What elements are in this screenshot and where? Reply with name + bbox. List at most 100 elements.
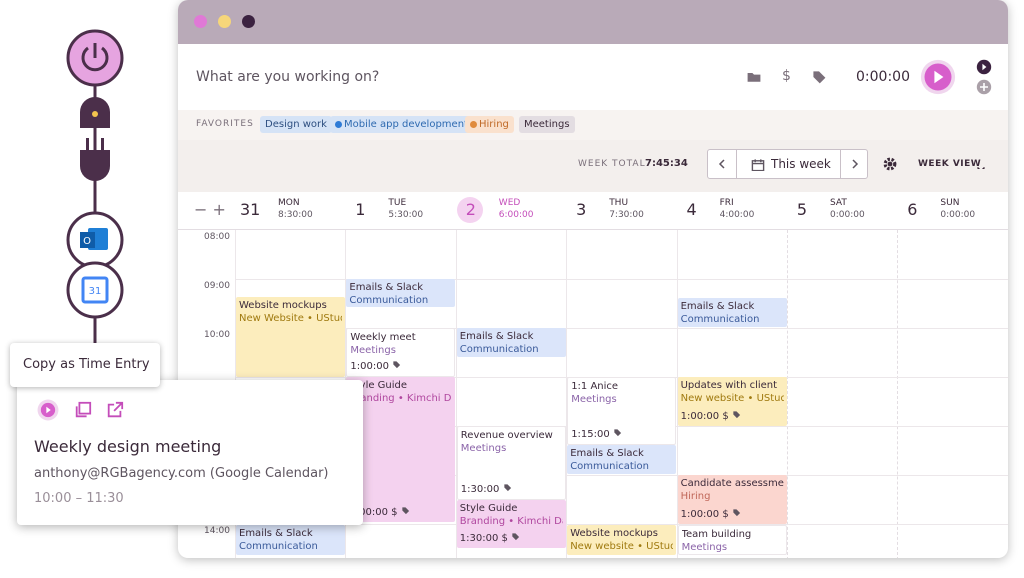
week-nav: This week: [707, 149, 868, 179]
zoom-controls[interactable]: − +: [194, 200, 226, 219]
event-title: Emails & Slack: [239, 528, 313, 539]
event[interactable]: Team building Meetings: [677, 525, 787, 555]
event[interactable]: Style Guide Branding • Kimchi Days 1:00:00…: [346, 377, 456, 522]
day-name: FRI: [719, 198, 734, 208]
day-total: 7:30:00: [609, 210, 644, 220]
tag-icon: [393, 361, 401, 369]
event-duration: 1:30:00: [461, 483, 512, 496]
tag-icon: [512, 533, 520, 541]
event-project: Communication: [239, 541, 318, 552]
grid-row-line: [235, 328, 1008, 329]
event[interactable]: Candidate assessment Hiring 1:00:00 $: [677, 475, 787, 524]
open-external[interactable]: [106, 401, 124, 419]
event-title: Style Guide: [349, 380, 408, 391]
event-project: Communication: [680, 314, 760, 325]
day-number: 6: [907, 200, 918, 219]
tag-icon: [402, 507, 409, 515]
day-name: THU: [609, 198, 629, 208]
start-button[interactable]: [920, 59, 956, 95]
event-title: Emails & Slack: [570, 448, 644, 459]
chip-label: Design work: [265, 119, 327, 130]
tooltip-text: Copy as Time Entry: [23, 357, 150, 372]
tag-icon[interactable]: [811, 69, 827, 85]
event[interactable]: Style Guide Branding • Kimchi Days 1:30:00…: [456, 500, 566, 548]
favorite-chip[interactable]: Meetings: [519, 116, 575, 133]
tag-icon: [614, 429, 622, 437]
event[interactable]: Emails & Slack Communication: [456, 328, 566, 357]
duplicate[interactable]: [74, 401, 92, 419]
timer: 0:00:00: [856, 69, 910, 85]
event-title: Emails & Slack: [459, 331, 534, 342]
hour-label: 10:00: [204, 330, 230, 340]
billable: $: [719, 411, 729, 422]
event-project: New website • UStudio: [570, 541, 673, 552]
day-number: 2: [465, 200, 476, 219]
tag-icon: [733, 509, 740, 517]
event[interactable]: 1:1 Anice Meetings 1:15:00: [567, 377, 677, 445]
settings[interactable]: [882, 156, 898, 172]
integrations-graphic: O 31: [66, 29, 124, 360]
event-title: Style Guide: [459, 503, 518, 514]
event-project: Communication: [570, 461, 650, 472]
event[interactable]: Emails & Slack Communication: [346, 279, 456, 307]
window-dot[interactable]: [218, 15, 231, 28]
event[interactable]: Website mockups New Website • UStudio: [236, 297, 345, 377]
svg-text:31: 31: [89, 286, 102, 297]
event[interactable]: Weekly meet Meetings 1:00:00: [346, 328, 456, 377]
week-range[interactable]: This week: [771, 157, 831, 171]
week-total-label: WEEK TOTAL: [578, 159, 646, 169]
hour-label: 08:00: [204, 232, 230, 242]
billable-icon[interactable]: $: [782, 68, 791, 84]
copy-as-entry[interactable]: [37, 399, 59, 421]
event[interactable]: Website mockups New website • UStudio: [567, 525, 677, 555]
day-total: 0:00:00: [940, 210, 976, 220]
event-duration: 1:15:00: [571, 428, 622, 441]
event-duration: 1:00:00 $: [681, 410, 741, 423]
grid-row-line: [235, 279, 1008, 280]
event-title: Updates with client: [680, 380, 778, 391]
event-duration: 1:00:00: [350, 360, 401, 373]
next-week[interactable]: [840, 150, 867, 178]
event-title: Emails & Slack: [680, 301, 755, 312]
mode-timer[interactable]: [976, 59, 992, 75]
event[interactable]: Emails & Slack Communication: [236, 525, 345, 555]
event[interactable]: Emails & Slack Communication: [677, 298, 787, 327]
event[interactable]: Revenue overview Meetings 1:30:00: [456, 426, 566, 500]
tooltip: Copy as Time Entry: [10, 343, 160, 387]
event-title: Website mockups: [239, 300, 327, 311]
favorite-chip[interactable]: Design work: [260, 116, 332, 133]
day-number: 4: [686, 200, 697, 219]
event[interactable]: Emails & Slack Communication: [567, 445, 677, 474]
day-total: 4:00:00: [719, 210, 755, 220]
calendar-icon[interactable]: [751, 157, 765, 171]
grid-column-line: [897, 230, 899, 558]
event[interactable]: Updates with client New website • UStudio…: [677, 377, 787, 426]
mode-manual[interactable]: [976, 79, 992, 95]
billable: $: [498, 533, 508, 544]
event-title: Team building: [681, 529, 752, 540]
favorites-label: FAVORITES: [196, 119, 254, 129]
day-number: 31: [240, 200, 260, 219]
window-dot[interactable]: [194, 15, 207, 28]
grid-column-line: [566, 230, 568, 558]
event-title: Candidate assessment: [680, 478, 784, 489]
day-number: 5: [796, 200, 808, 219]
window-dot[interactable]: [242, 15, 255, 28]
project-icon[interactable]: [746, 69, 762, 85]
popup-source: anthony@RGBagency.com (Google Calendar): [34, 466, 329, 481]
tag-icon: [733, 411, 740, 419]
grid-column-line: [455, 230, 457, 558]
favorite-chip[interactable]: Mobile app development: [330, 116, 473, 133]
tag-icon: [503, 484, 511, 492]
view-caret[interactable]: [976, 159, 986, 169]
day-name: WED: [498, 198, 521, 208]
event-project: Meetings: [681, 542, 728, 553]
grid-row-line: [235, 524, 1008, 525]
prev-week[interactable]: [708, 150, 737, 178]
event-project: Branding • Kimchi Days: [349, 393, 452, 404]
favorite-chip[interactable]: Hiring: [465, 116, 514, 133]
header-line: [178, 229, 1008, 230]
prompt[interactable]: What are you working on?: [196, 69, 380, 85]
view-select[interactable]: WEEK VIEW: [918, 159, 982, 169]
